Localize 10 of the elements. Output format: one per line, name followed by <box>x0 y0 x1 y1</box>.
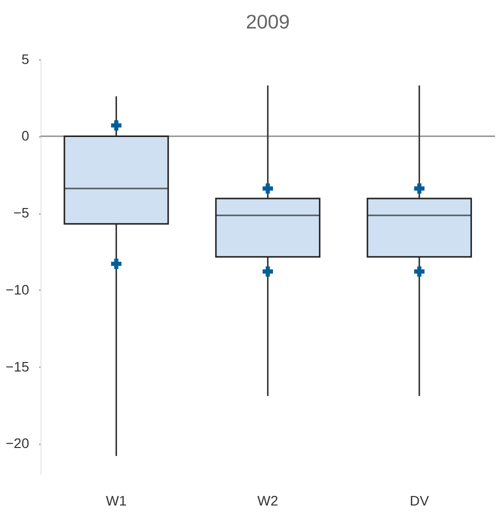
y-tick-label: −5 <box>13 204 30 221</box>
y-tick-label: −10 <box>6 281 30 298</box>
y-tick-label: 0 <box>21 128 30 144</box>
y-tick-label: 5 <box>21 50 30 67</box>
x-tick-label: W1 <box>106 492 127 509</box>
y-tick-label: −20 <box>6 435 30 452</box>
y-tick-label: −15 <box>6 358 30 374</box>
chart-title: 2009 <box>246 12 290 34</box>
x-tick-label: DV <box>410 492 430 509</box>
x-tick-label: W2 <box>257 492 278 509</box>
